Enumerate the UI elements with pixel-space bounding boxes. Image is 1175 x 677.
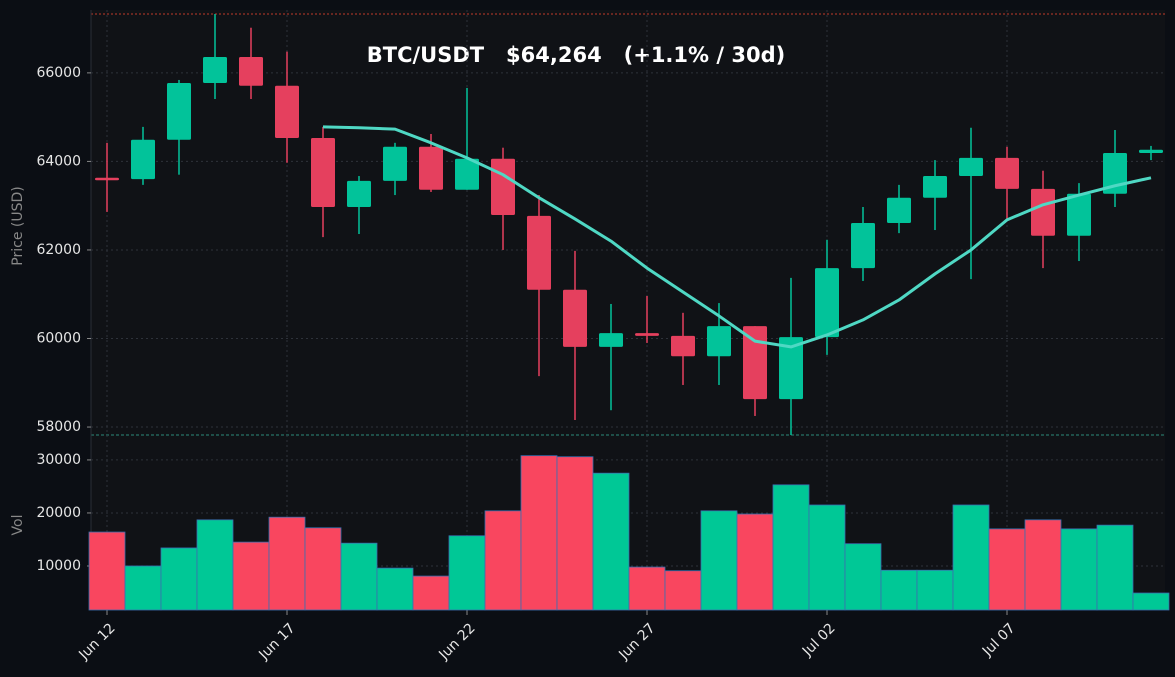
- volume-bar: [700, 510, 738, 611]
- volume-bar: [448, 535, 486, 611]
- y-tick-label: 58000: [36, 419, 81, 435]
- candle-body: [239, 56, 263, 86]
- volume-bar: [988, 528, 1026, 611]
- candle-body: [779, 337, 803, 400]
- candle-body: [851, 222, 875, 269]
- volume-bar: [484, 510, 522, 611]
- candle-body: [131, 139, 155, 180]
- volume-bar: [952, 504, 990, 611]
- volume-bar: [772, 484, 810, 611]
- y-tick-label: 30000: [36, 452, 81, 468]
- candle-body: [167, 83, 191, 140]
- candle-body: [599, 333, 623, 347]
- volume-bar: [1024, 519, 1062, 611]
- candle-body: [1031, 188, 1055, 236]
- candle-body: [707, 326, 731, 357]
- candle-body: [563, 289, 587, 347]
- candle-body: [455, 158, 479, 190]
- candle-body: [995, 157, 1019, 189]
- y-tick-label: 10000: [36, 558, 81, 574]
- volume-bar: [592, 472, 630, 611]
- candle-body: [419, 146, 443, 190]
- chart-title: BTC/USDT $64,264 (+1.1% / 30d): [367, 43, 785, 67]
- candle-body: [1139, 149, 1163, 154]
- y-tick-label: 20000: [36, 505, 81, 521]
- candle-body: [743, 326, 767, 400]
- candle-body: [203, 56, 227, 84]
- y-tick-label: 62000: [36, 242, 81, 258]
- volume-bar: [304, 527, 342, 611]
- candle-body: [887, 197, 911, 223]
- volume-bar: [880, 569, 918, 611]
- candle-body: [95, 177, 119, 181]
- y-tick-label: 64000: [36, 153, 81, 169]
- volume-bar: [196, 519, 234, 611]
- candle-body: [347, 180, 371, 208]
- volume-bar: [844, 543, 882, 611]
- candle-body: [311, 137, 335, 208]
- candle-body: [527, 215, 551, 290]
- volume-bar: [1096, 524, 1134, 611]
- y-tick-label: 66000: [36, 65, 81, 81]
- volume-bar: [160, 547, 198, 611]
- candle-body: [275, 85, 299, 138]
- volume-bar: [1060, 528, 1098, 611]
- volume-bar: [736, 513, 774, 611]
- volume-bar: [808, 504, 846, 611]
- volume-bar: [88, 531, 126, 611]
- volume-bar: [628, 566, 666, 611]
- candle-body: [959, 157, 983, 177]
- candle-body: [491, 158, 515, 215]
- volume-bar: [916, 569, 954, 611]
- candle-body: [635, 333, 659, 336]
- volume-bar: [124, 565, 162, 611]
- volume-bar: [664, 570, 702, 611]
- volume-bar: [1132, 592, 1170, 611]
- volume-bar: [520, 455, 558, 611]
- candle-body: [671, 335, 695, 357]
- candle-body: [1067, 193, 1091, 236]
- y-axis-label: Price (USD): [10, 186, 26, 265]
- volume-bar: [412, 575, 450, 611]
- volume-bar: [376, 567, 414, 611]
- volume-axis-label: Vol: [10, 515, 26, 536]
- volume-bar: [556, 456, 594, 611]
- moving-average-line: [322, 125, 1152, 349]
- candle-body: [923, 176, 947, 198]
- candle-body: [815, 268, 839, 338]
- volume-bar: [340, 542, 378, 611]
- y-tick-label: 60000: [36, 330, 81, 346]
- volume-bar: [268, 516, 306, 611]
- volume-bar: [232, 541, 270, 611]
- candle-body: [383, 146, 407, 181]
